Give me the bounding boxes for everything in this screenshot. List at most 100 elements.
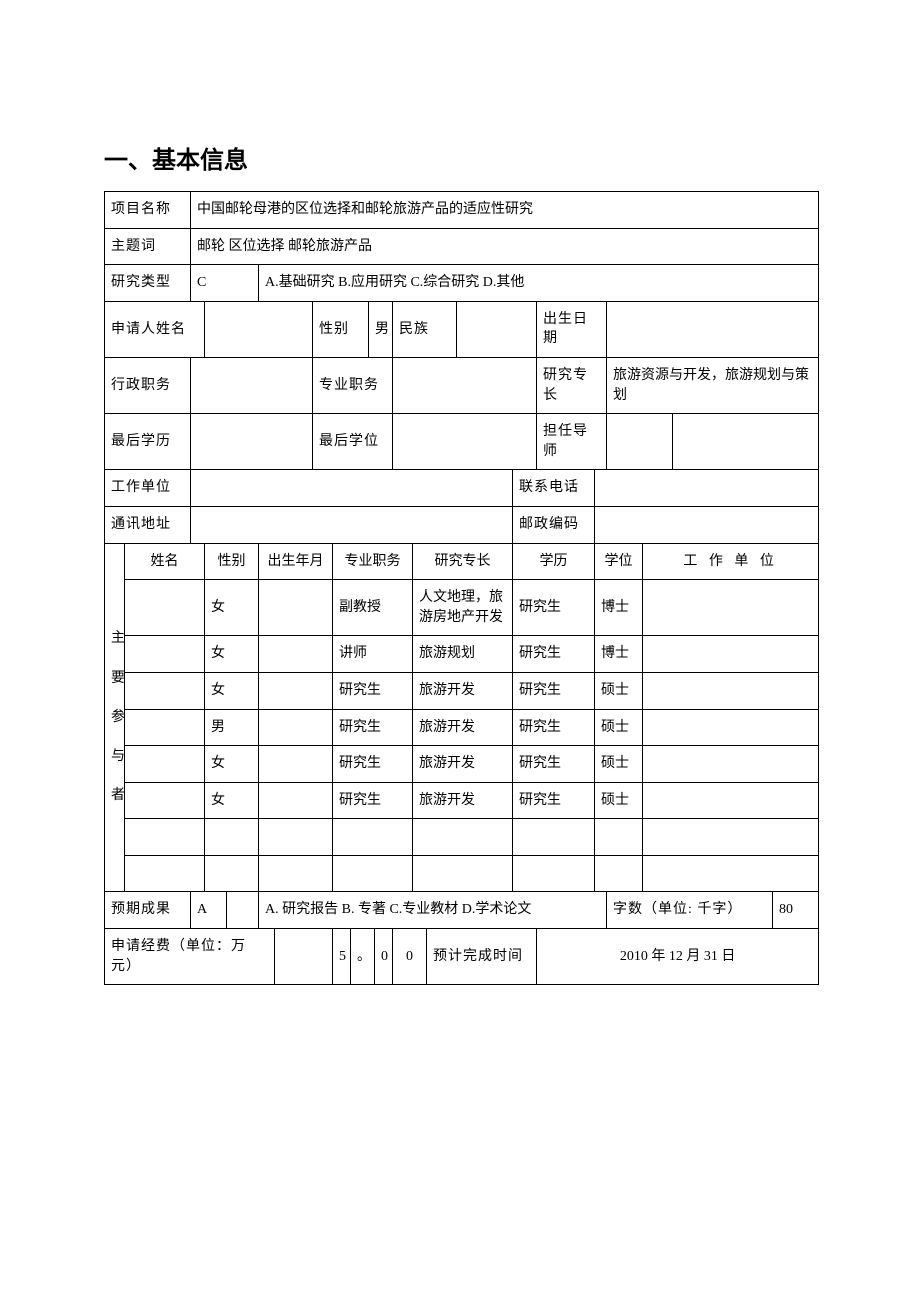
value-supervisor-2 [673,414,819,470]
empty-cell [227,892,259,929]
label-project-name: 项目名称 [105,192,191,229]
p-birth [259,636,333,673]
p-birth [259,672,333,709]
p-birth [259,709,333,746]
value-last-edu [191,414,313,470]
p-post [333,855,413,892]
participant-row: 女 研究生 旅游开发 研究生 硕士 [105,672,819,709]
p-unit [643,709,819,746]
p-gender: 女 [205,746,259,783]
label-pro-post: 专业职务 [313,357,393,413]
budget-blank [275,929,333,985]
p-gender: 女 [205,782,259,819]
value-applicant-name [205,301,313,357]
basic-info-table: 项目名称 中国邮轮母港的区位选择和邮轮旅游产品的适应性研究 主题词 邮轮 区位选… [104,191,819,985]
p-post: 研究生 [333,672,413,709]
p-spec: 旅游开发 [413,672,513,709]
label-birth-date: 出生日期 [537,301,607,357]
col-p-unit: 工 作 单 位 [643,543,819,580]
p-gender: 女 [205,580,259,636]
label-participants: 主要参与者 [105,543,125,892]
p-name [125,782,205,819]
p-edu [513,855,595,892]
col-p-gender: 性别 [205,543,259,580]
p-birth [259,782,333,819]
p-degree [595,819,643,856]
budget-dot: 。 [351,929,375,985]
p-birth [259,746,333,783]
label-postcode: 邮政编码 [513,506,595,543]
p-spec: 旅游开发 [413,709,513,746]
label-gender: 性别 [313,301,369,357]
label-est-completion: 预计完成时间 [427,929,537,985]
label-supervisor: 担任导师 [537,414,607,470]
value-ethnicity [457,301,537,357]
value-phone [595,470,819,507]
p-edu: 研究生 [513,746,595,783]
label-expected-result: 预期成果 [105,892,191,929]
p-degree [595,855,643,892]
value-expected-result-options: A. 研究报告 B. 专著 C.专业教材 D.学术论文 [259,892,607,929]
p-edu [513,819,595,856]
p-unit [643,782,819,819]
value-applicant-gender: 男 [369,301,393,357]
value-address [191,506,513,543]
value-supervisor-1 [607,414,673,470]
p-birth [259,855,333,892]
p-gender [205,819,259,856]
p-spec: 旅游开发 [413,782,513,819]
p-spec: 旅游规划 [413,636,513,673]
col-p-spec: 研究专长 [413,543,513,580]
col-p-degree: 学位 [595,543,643,580]
value-research-type-code: C [191,265,259,302]
p-gender: 男 [205,709,259,746]
p-post: 研究生 [333,709,413,746]
label-word-count: 字数（单位: 千字） [607,892,773,929]
p-unit [643,746,819,783]
p-birth [259,580,333,636]
participant-row: 女 副教授 人文地理，旅游房地产开发 研究生 博士 [105,580,819,636]
label-budget: 申请经费（单位：万元） [105,929,275,985]
p-edu: 研究生 [513,782,595,819]
value-word-count: 80 [773,892,819,929]
p-name [125,746,205,783]
value-last-degree [393,414,537,470]
label-applicant-name: 申请人姓名 [105,301,205,357]
p-edu: 研究生 [513,636,595,673]
col-p-birth: 出生年月 [259,543,333,580]
p-post: 副教授 [333,580,413,636]
budget-digit-3: 0 [393,929,427,985]
value-birth-date [607,301,819,357]
p-name [125,636,205,673]
p-gender [205,855,259,892]
p-spec [413,855,513,892]
p-post [333,819,413,856]
label-keywords: 主题词 [105,228,191,265]
label-research-type: 研究类型 [105,265,191,302]
label-ethnicity: 民族 [393,301,457,357]
p-unit [643,580,819,636]
p-unit [643,672,819,709]
label-address: 通讯地址 [105,506,191,543]
value-specialty: 旅游资源与开发，旅游规划与策划 [607,357,819,413]
p-unit [643,819,819,856]
p-degree: 硕士 [595,709,643,746]
p-edu: 研究生 [513,580,595,636]
p-name [125,709,205,746]
p-birth [259,819,333,856]
p-gender: 女 [205,636,259,673]
value-admin-post [191,357,313,413]
p-degree: 硕士 [595,782,643,819]
value-keywords: 邮轮 区位选择 邮轮旅游产品 [191,228,819,265]
p-unit [643,855,819,892]
p-edu: 研究生 [513,709,595,746]
col-p-name: 姓名 [125,543,205,580]
budget-digit-1: 5 [333,929,351,985]
value-project-name: 中国邮轮母港的区位选择和邮轮旅游产品的适应性研究 [191,192,819,229]
p-degree: 博士 [595,580,643,636]
col-p-edu: 学历 [513,543,595,580]
label-last-degree: 最后学位 [313,414,393,470]
budget-digit-2: 0 [375,929,393,985]
p-name [125,580,205,636]
p-post: 研究生 [333,782,413,819]
